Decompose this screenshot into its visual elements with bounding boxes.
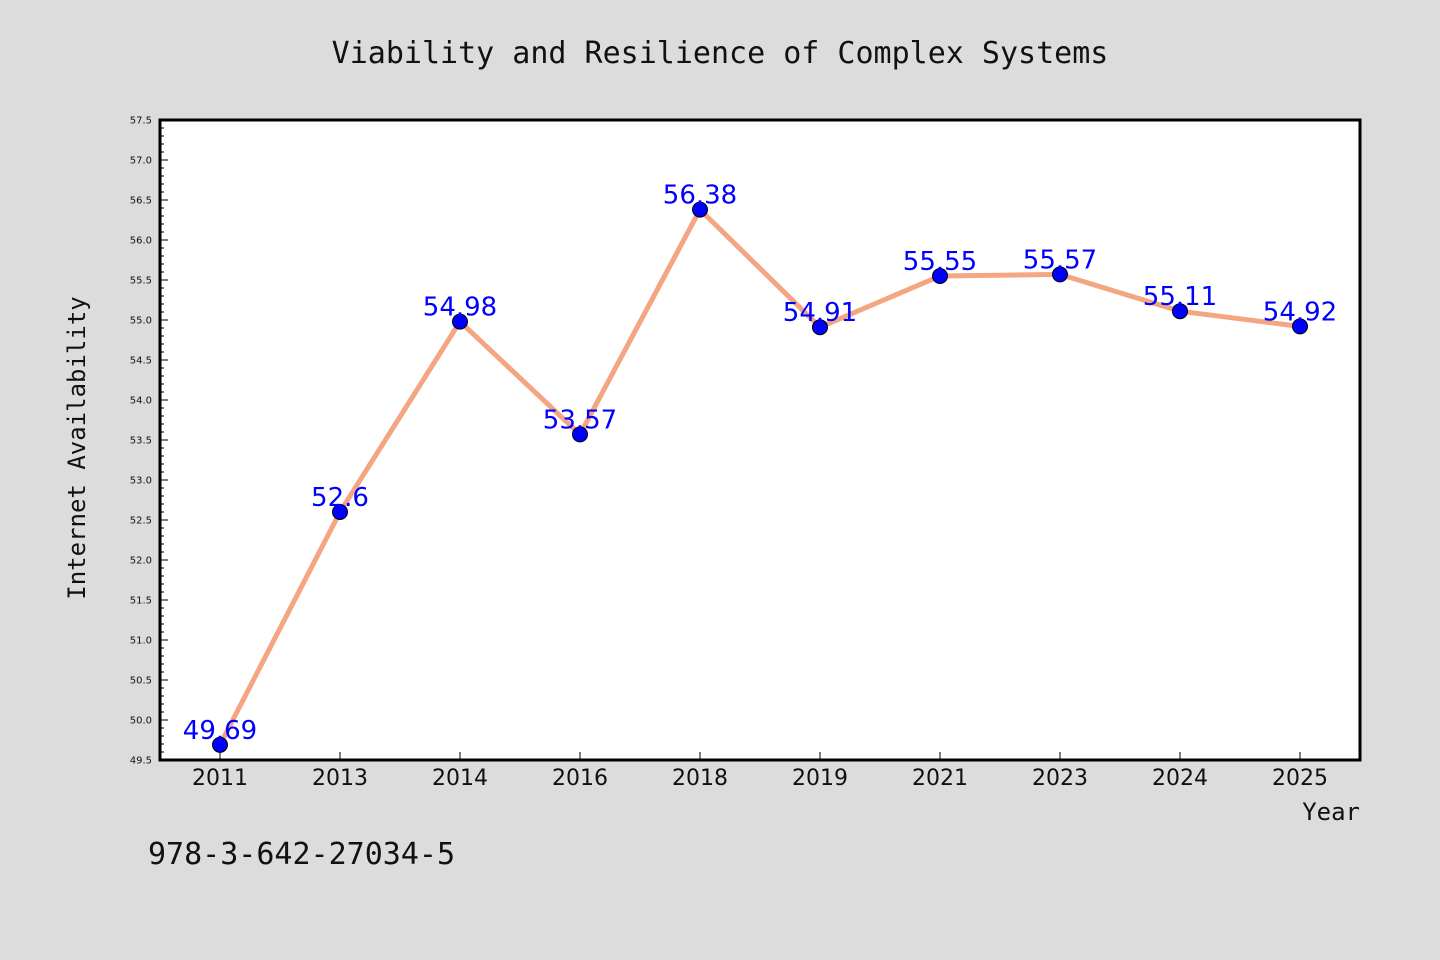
y-tick-label: 54.5 xyxy=(130,356,152,367)
data-point xyxy=(932,268,948,284)
data-value-label: 54.92 xyxy=(1263,297,1337,327)
y-tick-label: 56.0 xyxy=(130,236,152,247)
x-tick-label: 2011 xyxy=(192,766,248,791)
series-line xyxy=(217,207,1303,748)
isbn-footer: 978-3-642-27034-5 xyxy=(148,837,455,872)
data-value-label: 53.57 xyxy=(543,405,617,435)
y-axis-label: Internet Availability xyxy=(63,296,91,599)
y-tick-label: 54.0 xyxy=(130,396,152,407)
data-point xyxy=(812,319,828,336)
data-point xyxy=(1052,266,1068,283)
x-axis: 2011 2013 2014 2016 2018 2019 2021 2023 2024 2025 xyxy=(192,752,1328,791)
y-tick-label: 50.0 xyxy=(130,716,152,727)
data-point xyxy=(212,736,228,753)
plot-frame xyxy=(158,118,1362,762)
x-tick-label: 2013 xyxy=(312,766,368,791)
data-value-label: 49.69 xyxy=(183,716,257,746)
x-tick-label: 2021 xyxy=(912,766,968,791)
x-tick-label: 2024 xyxy=(1152,766,1208,791)
data-value-label: 54.98 xyxy=(423,293,497,323)
data-point xyxy=(1292,318,1308,335)
data-point xyxy=(1172,303,1188,320)
data-point xyxy=(692,201,708,218)
y-tick-label: 49.5 xyxy=(130,756,152,767)
plot-area xyxy=(160,120,1360,760)
y-tick-label: 57.5 xyxy=(130,116,152,127)
x-tick-label: 2016 xyxy=(552,766,608,791)
y-tick-label: 55.5 xyxy=(130,276,152,287)
data-labels: 49.69 52.6 54.98 53.57 56.38 54.91 55.55 55.57 5… xyxy=(183,181,1337,746)
y-tick-label: 55.0 xyxy=(130,316,152,327)
data-value-label: 55.57 xyxy=(1023,245,1097,275)
data-value-label: 56.38 xyxy=(663,181,737,211)
x-tick-label: 2025 xyxy=(1272,766,1328,791)
y-tick-label: 57.0 xyxy=(130,156,152,167)
data-point xyxy=(332,504,348,520)
data-series xyxy=(212,201,1308,753)
data-point xyxy=(572,426,588,443)
y-tick-label: 53.5 xyxy=(130,436,152,447)
data-point xyxy=(452,313,468,330)
y-tick-label: 51.0 xyxy=(130,636,152,647)
data-value-label: 55.11 xyxy=(1143,282,1217,312)
x-tick-label: 2018 xyxy=(672,766,728,791)
y-tick-label: 51.5 xyxy=(130,596,152,607)
data-value-label: 55.55 xyxy=(903,247,977,277)
y-axis: 49.5 50.0 50.5 51.0 51.5 52.0 52.5 53.0 53.5 54.0… xyxy=(130,116,168,767)
data-value-label: 54.91 xyxy=(783,298,857,328)
x-axis-label: Year xyxy=(1302,798,1360,826)
data-value-label: 52.6 xyxy=(311,483,369,513)
y-tick-label: 56.5 xyxy=(130,196,152,207)
y-tick-label: 52.5 xyxy=(130,516,152,527)
y-tick-label: 53.0 xyxy=(130,476,152,487)
chart-title: Viability and Resilience of Complex Syst… xyxy=(332,36,1109,71)
x-tick-label: 2023 xyxy=(1032,766,1088,791)
y-tick-label: 52.0 xyxy=(130,556,152,567)
y-tick-label: 50.5 xyxy=(130,676,152,687)
x-tick-label: 2014 xyxy=(432,766,488,791)
x-tick-label: 2019 xyxy=(792,766,848,791)
